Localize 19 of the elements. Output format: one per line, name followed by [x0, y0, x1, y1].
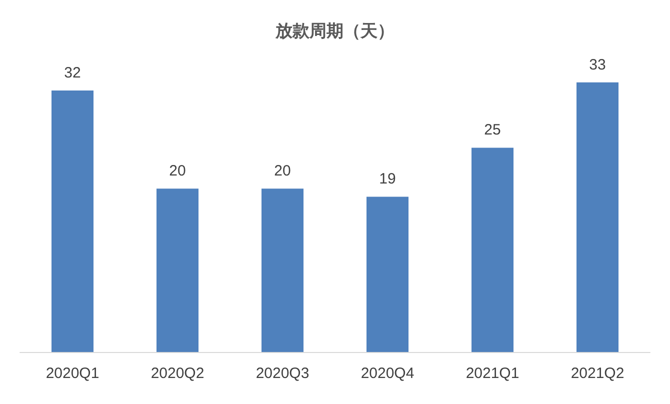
bar — [366, 196, 408, 352]
bar — [472, 148, 514, 352]
data-label: 20 — [274, 162, 291, 180]
x-tick-label: 2020Q2 — [150, 365, 204, 382]
data-label: 19 — [379, 170, 396, 188]
x-tick-label: 2020Q3 — [256, 365, 310, 382]
data-label: 33 — [589, 56, 606, 74]
bar — [52, 90, 94, 352]
data-label: 20 — [169, 162, 186, 180]
data-label: 25 — [484, 122, 501, 139]
bar — [156, 188, 198, 352]
chart-title: 放款周期（天） — [274, 22, 394, 42]
data-label: 32 — [64, 64, 81, 82]
x-tick-label: 2021Q2 — [570, 365, 624, 382]
x-tick-label: 2020Q4 — [360, 365, 414, 382]
x-tick-label: 2021Q1 — [466, 365, 520, 382]
bar — [576, 82, 618, 352]
bar — [262, 188, 304, 352]
x-tick-label: 2020Q1 — [46, 365, 100, 382]
